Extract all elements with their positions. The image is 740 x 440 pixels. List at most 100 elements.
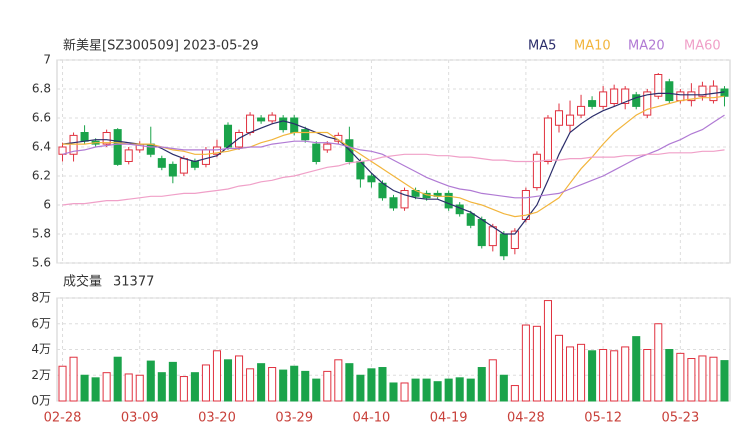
volume-bar <box>499 374 508 402</box>
volume-bar <box>433 381 442 402</box>
candle-body <box>124 149 133 162</box>
volume-bar <box>246 368 255 402</box>
ma-line <box>62 95 725 218</box>
volume-bar <box>621 346 630 402</box>
candle-body <box>499 233 508 257</box>
x-tick-label: 03-29 <box>275 411 313 426</box>
legend-entry: MA60 <box>684 39 721 54</box>
candle-body <box>367 175 376 183</box>
candle-body <box>235 132 244 148</box>
volume-bar <box>488 359 497 402</box>
volume-bar <box>588 350 597 402</box>
candle-body <box>223 124 233 148</box>
candle-body <box>69 134 78 155</box>
volume-bar <box>444 378 453 402</box>
candle-body <box>400 190 409 209</box>
volume-bar <box>235 355 244 402</box>
y-tick-label: 5.8 <box>32 227 51 241</box>
ma-line <box>62 91 725 235</box>
volume-bar <box>577 343 586 402</box>
volume-bar <box>632 336 641 402</box>
candle-body <box>212 146 222 155</box>
candle-body <box>687 91 696 102</box>
volume-bar <box>190 372 199 402</box>
volume-bar <box>69 356 78 402</box>
volume-bar <box>709 356 718 402</box>
volume-bar <box>400 382 409 402</box>
volume-bar <box>323 370 332 402</box>
volume-bar <box>643 349 652 402</box>
volume-bar <box>279 369 288 402</box>
candle-body <box>565 114 575 126</box>
candle-body <box>477 219 486 247</box>
candle-body <box>80 132 89 142</box>
volume-bar <box>223 359 233 402</box>
volume-bar <box>466 378 475 402</box>
volume-bar <box>554 334 564 402</box>
candle-body <box>113 129 122 165</box>
volume-bar <box>610 350 619 402</box>
volume-bar <box>168 361 177 402</box>
candle-body <box>632 94 641 107</box>
volume-bar <box>91 377 100 402</box>
volume-tick-label: 0万 <box>31 394 51 408</box>
volume-tick-label: 2万 <box>31 368 51 382</box>
x-tick-label: 05-23 <box>661 411 699 426</box>
volume-bar <box>102 372 111 402</box>
chart-title: 新美星[SZ300509] 2023-05-29 <box>63 38 259 54</box>
volume-bar <box>201 364 210 402</box>
ma-line <box>62 114 725 199</box>
candle-body <box>676 91 685 102</box>
volume-bar <box>389 382 398 402</box>
candle-body <box>554 110 564 126</box>
candle-body <box>654 74 663 97</box>
candle-body <box>510 230 519 250</box>
volume-bar <box>422 378 431 402</box>
volume-bar <box>157 372 166 402</box>
volume-bar <box>124 373 133 402</box>
volume-bar <box>146 360 155 402</box>
x-tick-label: 04-19 <box>430 411 468 426</box>
y-tick-label: 6 <box>43 198 51 212</box>
volume-bar <box>565 346 575 402</box>
candle-body <box>621 88 630 104</box>
volume-bar <box>455 377 464 402</box>
candle-body <box>488 226 497 247</box>
candle-body <box>257 117 266 122</box>
volume-bar <box>654 323 663 402</box>
candle-body <box>168 163 177 177</box>
volume-bar <box>268 367 277 402</box>
volume-bar <box>665 349 674 402</box>
x-tick-label: 04-28 <box>507 411 545 426</box>
volume-bar <box>411 378 420 402</box>
volume-bar <box>698 355 707 402</box>
volume-bar <box>58 365 67 402</box>
candle-body <box>577 105 586 116</box>
x-tick-label: 03-20 <box>198 411 236 426</box>
volume-bar <box>312 378 321 402</box>
volume-bar <box>290 365 299 402</box>
candle-body <box>246 114 255 133</box>
volume-bar <box>301 370 310 402</box>
volume-bar <box>720 360 729 402</box>
volume-tick-label: 4万 <box>31 342 51 356</box>
y-tick-label: 5.6 <box>32 256 51 270</box>
candle-body <box>610 88 619 104</box>
volume-bar <box>676 352 685 402</box>
candle-body <box>157 158 166 168</box>
volume-bar <box>378 367 387 402</box>
y-tick-label: 6.8 <box>32 82 51 96</box>
volume-bar <box>543 300 552 402</box>
candle-body <box>190 161 199 168</box>
volume-bar <box>367 368 376 402</box>
candle-body <box>268 114 277 122</box>
candle-body <box>301 129 310 141</box>
candle-body <box>444 192 453 209</box>
candle-body <box>201 149 210 165</box>
volume-bar <box>687 358 696 402</box>
volume-bar <box>356 374 365 402</box>
volume-bar <box>334 359 343 402</box>
candle-body <box>323 143 332 151</box>
volume-bar <box>179 376 188 402</box>
